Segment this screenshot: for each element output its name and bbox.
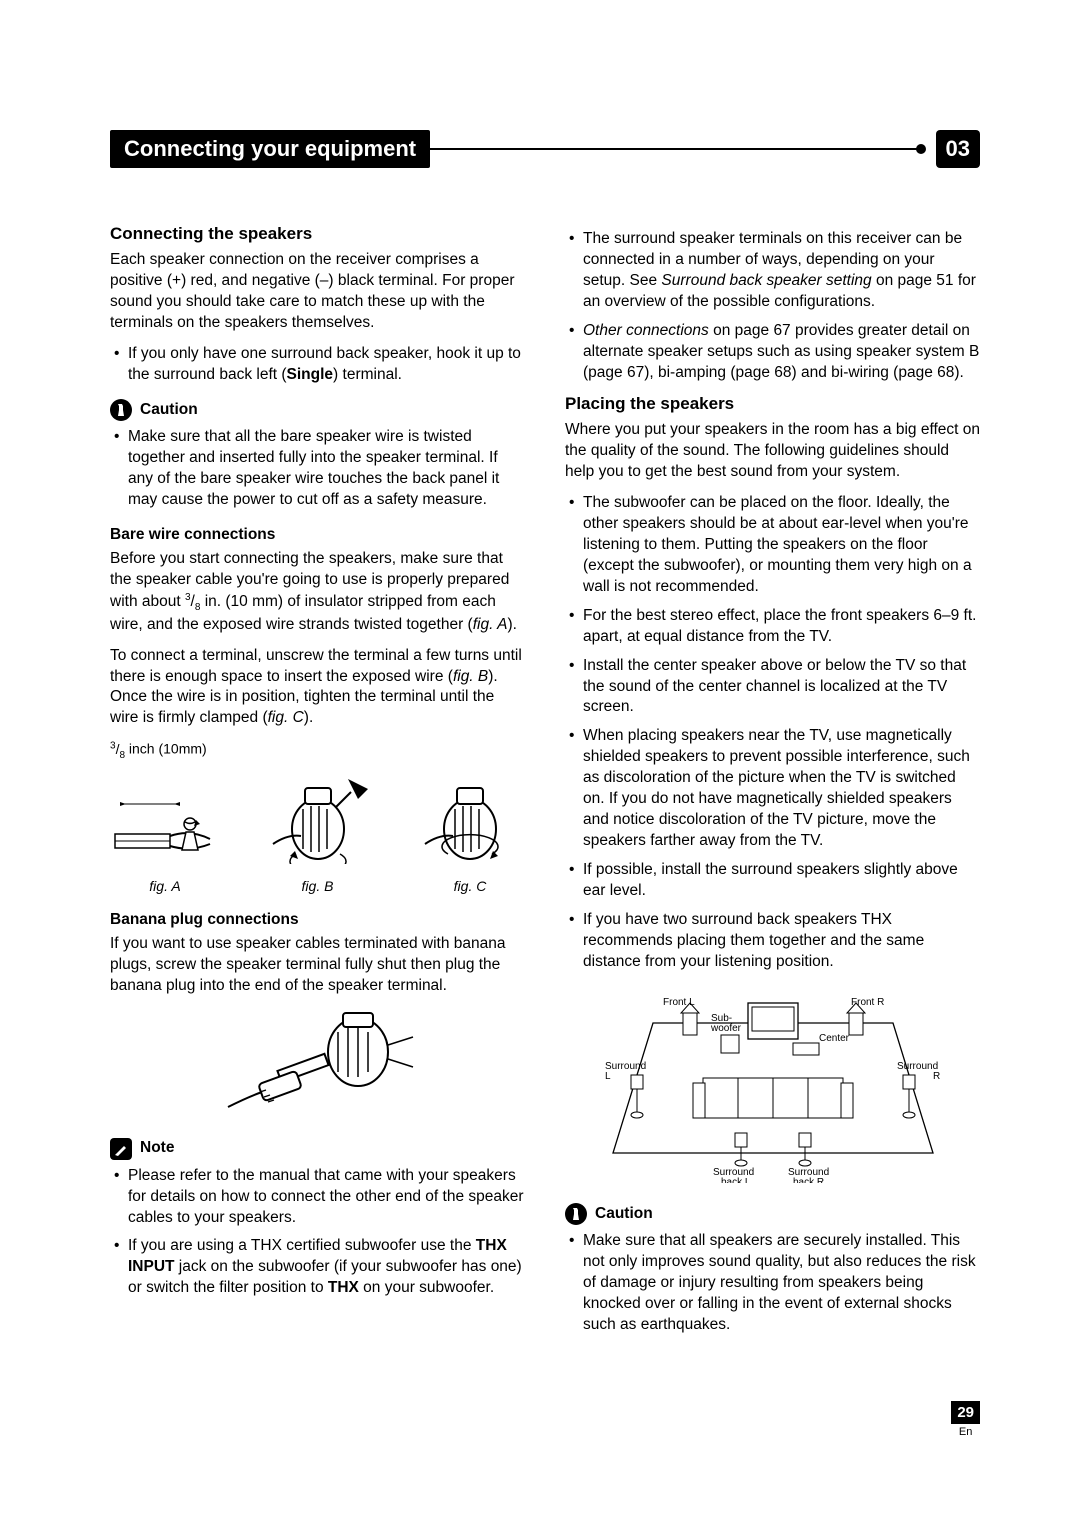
label-sb-l-2: back L [721, 1177, 751, 1183]
placing-paragraph: Where you put your speakers in the room … [565, 420, 980, 483]
label-sur-l-2: L [605, 1071, 611, 1082]
note-row: Note [110, 1138, 525, 1160]
chapter-number: 03 [936, 130, 980, 168]
figure-c: fig. C [415, 774, 525, 896]
label-sub-2: woofer [710, 1023, 742, 1034]
header-line [430, 148, 919, 150]
figure-inch-label: 3/8 inch (10mm) [110, 739, 525, 762]
intro-paragraph: Each speaker connection on the receiver … [110, 250, 525, 334]
placing-item-6: If you have two surround back speakers T… [565, 910, 980, 973]
caution-icon [110, 399, 132, 421]
caution-label: Caution [140, 400, 198, 421]
page-number: 29 [951, 1401, 980, 1424]
placing-item-1: The subwoofer can be placed on the floor… [565, 493, 980, 598]
heading-banana: Banana plug connections [110, 910, 525, 931]
caution-row-2: Caution [565, 1203, 980, 1225]
banana-paragraph: If you want to use speaker cables termin… [110, 934, 525, 997]
bare-wire-p1: Before you start connecting the speakers… [110, 549, 525, 636]
note-icon [110, 1138, 132, 1160]
label-front-l: Front L [663, 997, 695, 1008]
note-item-1: Please refer to the manual that came wit… [110, 1166, 525, 1229]
right-column: The surround speaker terminals on this r… [565, 223, 980, 1346]
bare-wire-p2: To connect a terminal, unscrew the termi… [110, 646, 525, 730]
header-bar: Connecting your equipment 03 [110, 130, 980, 168]
placing-item-3: Install the center speaker above or belo… [565, 656, 980, 719]
caution-item-2: Make sure that all speakers are securely… [565, 1231, 980, 1336]
placing-item-2: For the best stereo effect, place the fr… [565, 606, 980, 648]
room-diagram: Front L Front R Sub- woofer Center Surro… [565, 983, 980, 1190]
figure-row: fig. A fig. B [110, 774, 525, 896]
label-front-r: Front R [851, 997, 884, 1008]
label-sb-r-2: back R [793, 1177, 824, 1183]
caution-label-2: Caution [595, 1204, 653, 1225]
label-sur-r-2: R [933, 1071, 940, 1082]
caution-item: Make sure that all the bare speaker wire… [110, 427, 525, 511]
left-column: Connecting the speakers Each speaker con… [110, 223, 525, 1346]
placing-item-4: When placing speakers near the TV, use m… [565, 726, 980, 852]
page-number-box: 29 En [951, 1401, 980, 1438]
caution-row: Caution [110, 399, 525, 421]
chapter-title: Connecting your equipment [110, 130, 430, 168]
banana-figure [110, 1007, 525, 1124]
figure-b: fig. B [263, 774, 373, 896]
heading-placing: Placing the speakers [565, 393, 980, 416]
label-center: Center [819, 1033, 850, 1044]
label-sur-r-1: Surround [897, 1061, 938, 1072]
single-terminal-note: If you only have one surround back speak… [110, 344, 525, 386]
page-lang: En [951, 1426, 980, 1438]
placing-item-5: If possible, install the surround speake… [565, 860, 980, 902]
caution-icon [565, 1203, 587, 1225]
right-item-2: Other connections on page 67 provides gr… [565, 321, 980, 384]
note-label: Note [140, 1138, 174, 1159]
heading-bare-wire: Bare wire connections [110, 525, 525, 546]
figure-a: fig. A [110, 794, 220, 896]
note-item-2: If you are using a THX certified subwoof… [110, 1236, 525, 1299]
heading-connecting-speakers: Connecting the speakers [110, 223, 525, 246]
right-item-1: The surround speaker terminals on this r… [565, 229, 980, 313]
label-sur-l-1: Surround [605, 1061, 646, 1072]
